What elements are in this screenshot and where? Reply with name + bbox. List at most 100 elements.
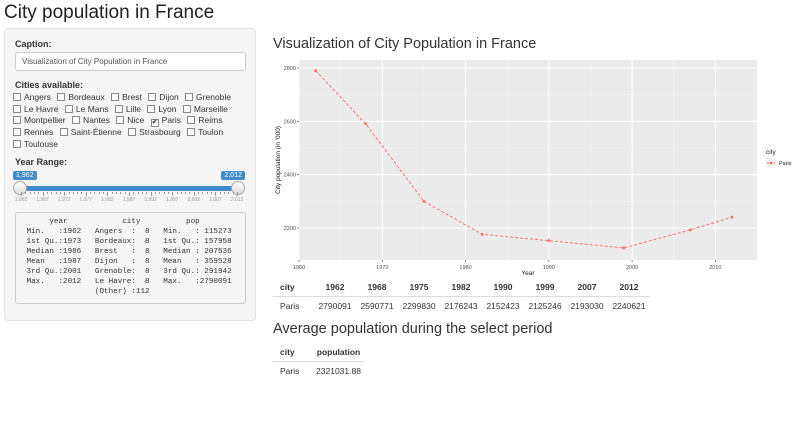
checkbox-checked-icon[interactable]: ✔ — [150, 119, 159, 128]
x-tick-label: 1980 — [459, 265, 471, 271]
checkbox-icon[interactable] — [128, 128, 137, 137]
table-header-cell: city — [273, 342, 313, 362]
city-checkbox-label: Reims — [198, 115, 223, 126]
slider-tick — [172, 192, 174, 196]
data-point — [480, 232, 484, 236]
average-table: city population Paris 2321031.88 — [273, 342, 364, 380]
checkbox-icon[interactable] — [13, 116, 21, 125]
table-header-row: city population — [273, 342, 364, 362]
city-checkbox-label: Rennes — [24, 127, 54, 138]
table-cell: 2240621 — [612, 301, 646, 311]
cities-label: Cities available: — [15, 80, 84, 90]
slider-tick — [228, 192, 230, 194]
slider-tick — [163, 192, 165, 194]
x-tick-label: 2000 — [626, 265, 638, 271]
slider-tick — [176, 192, 178, 194]
city-checkbox-item[interactable]: Rennes — [13, 127, 53, 139]
table-row: Paris 2321031.88 — [273, 362, 364, 381]
checkbox-icon[interactable] — [59, 128, 68, 137]
y-tick-label: 2800 — [284, 66, 296, 72]
slider-from-handle[interactable] — [13, 181, 27, 195]
slider-to-handle[interactable] — [231, 181, 245, 195]
checkbox-icon[interactable] — [64, 104, 73, 113]
city-checkbox-item[interactable]: Saint-Étienne — [59, 127, 122, 139]
city-checkbox-item[interactable]: Marseille — [182, 104, 228, 116]
slider-tick — [167, 192, 169, 194]
slider-tick — [129, 192, 130, 196]
slider-tick — [232, 192, 234, 194]
checkbox-icon[interactable] — [57, 93, 66, 101]
legend-title: city — [766, 149, 777, 156]
city-checkbox-item[interactable]: Angers — [13, 92, 51, 104]
slider-tick-label: 2,012 — [230, 197, 244, 203]
slider-tick — [51, 192, 53, 194]
city-checkbox-item[interactable]: Reims — [187, 115, 223, 127]
page-title: City population in France — [4, 2, 215, 23]
table-cell: 2299830 — [402, 301, 436, 311]
slider-tick — [224, 192, 226, 194]
checkbox-icon[interactable] — [116, 116, 125, 125]
checkbox-icon[interactable] — [185, 93, 194, 101]
city-checkbox-item[interactable]: Nantes — [71, 115, 110, 127]
city-checkbox-item[interactable]: Nice — [116, 115, 144, 127]
checkbox-icon[interactable] — [111, 93, 120, 101]
city-checkbox-label: Paris — [161, 115, 182, 126]
year-range-slider[interactable]: 1,962 2,012 1,962 1,967 1,972 1,977 1,982 1,9… — [13, 171, 245, 209]
caption-label: Caption: — [15, 39, 52, 49]
slider-tick — [77, 192, 79, 194]
slider-tick-label: 1,962 — [14, 197, 28, 203]
city-checkbox-item[interactable]: Grenoble — [185, 92, 231, 104]
slider-tick — [21, 192, 22, 196]
city-checkbox-item[interactable]: Lille — [114, 104, 141, 116]
slider-tick — [64, 192, 66, 196]
checkbox-icon[interactable] — [187, 116, 196, 125]
x-tick-label: 1960 — [293, 265, 305, 271]
checkbox-icon[interactable] — [13, 104, 21, 113]
slider-tick — [25, 192, 27, 194]
slider-tick — [219, 192, 221, 194]
city-checkbox-label: Lyon — [158, 103, 177, 114]
slider-tick — [46, 192, 48, 194]
slider-track[interactable] — [19, 186, 239, 191]
legend-key-point — [769, 161, 773, 165]
table-cell: 2125246 — [528, 301, 562, 311]
checkbox-icon[interactable] — [71, 116, 80, 125]
checkbox-icon[interactable] — [114, 104, 123, 113]
city-checkbox-item[interactable]: Toulon — [187, 127, 223, 139]
table-header-cell: 1999 — [524, 277, 566, 297]
slider-tick — [211, 192, 213, 194]
series-line — [315, 70, 733, 249]
table-header-cell: 1982 — [440, 277, 482, 297]
sidebar-panel: Caption: Cities available: Angers Bordea… — [4, 28, 256, 321]
city-checkbox-item[interactable]: Bordeaux — [57, 92, 105, 104]
checkbox-icon[interactable] — [13, 139, 21, 148]
checkbox-icon[interactable] — [147, 104, 156, 113]
caption-input[interactable] — [15, 52, 246, 71]
slider-tick — [120, 192, 122, 194]
checkbox-icon[interactable] — [13, 128, 21, 137]
table-header-row: city 1962 1968 1975 1982 1990 1999 2007 2012 — [273, 277, 650, 297]
slider-tick — [72, 192, 74, 194]
city-checkbox-item[interactable]: Montpellier — [13, 115, 66, 127]
city-checkbox-item[interactable]: Le Havre — [13, 104, 59, 116]
slider-tick — [42, 192, 44, 196]
checkbox-icon[interactable] — [148, 93, 157, 101]
city-checkbox-item[interactable]: Strasbourg — [128, 127, 181, 139]
city-checkbox-item[interactable]: Dijon — [148, 92, 179, 104]
city-checkbox-item[interactable]: Lyon — [147, 104, 176, 116]
city-checkbox-item[interactable]: Brest — [111, 92, 142, 104]
city-checkbox-item[interactable]: ✔ Paris — [150, 115, 182, 128]
city-checkbox-item[interactable]: Toulouse — [13, 139, 58, 151]
data-point — [364, 122, 368, 126]
city-checkbox-label: Angers — [24, 92, 51, 102]
table-cell: 2321031.88 — [316, 366, 361, 376]
slider-tick — [137, 192, 139, 194]
checkbox-icon[interactable] — [13, 93, 21, 101]
checkbox-icon[interactable] — [182, 104, 191, 113]
slider-tick-label: 1,977 — [79, 197, 93, 203]
y-tick-label: 2200 — [284, 226, 296, 232]
data-point — [730, 215, 734, 219]
checkbox-icon[interactable] — [187, 128, 196, 137]
x-tick-label: 2010 — [709, 265, 721, 271]
city-checkbox-item[interactable]: Le Mans — [64, 104, 108, 116]
